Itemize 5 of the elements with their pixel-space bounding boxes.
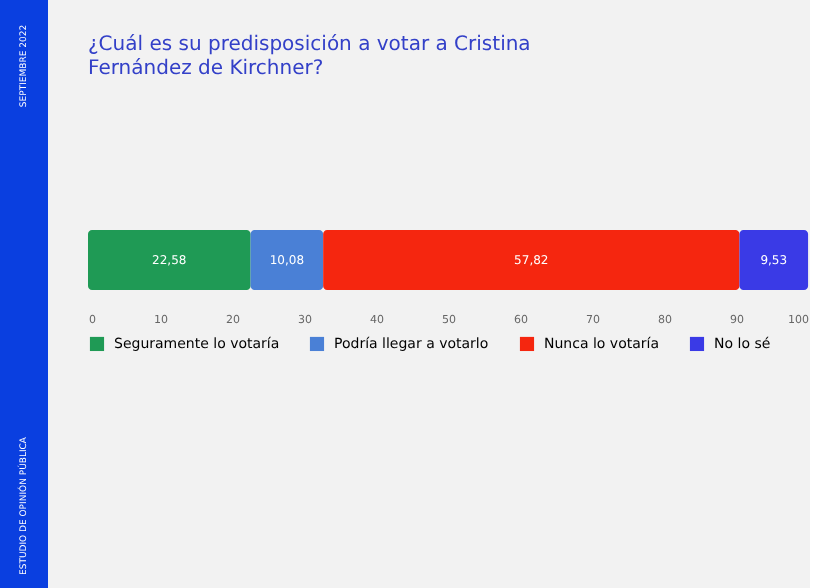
bar: [323, 230, 740, 290]
bar: [739, 230, 809, 290]
chart-title: ¿Cuál es su predisposición a votar a Cristina Fernández de Kirchner?: [88, 34, 531, 80]
bar: [88, 230, 251, 290]
bar: [250, 230, 324, 290]
